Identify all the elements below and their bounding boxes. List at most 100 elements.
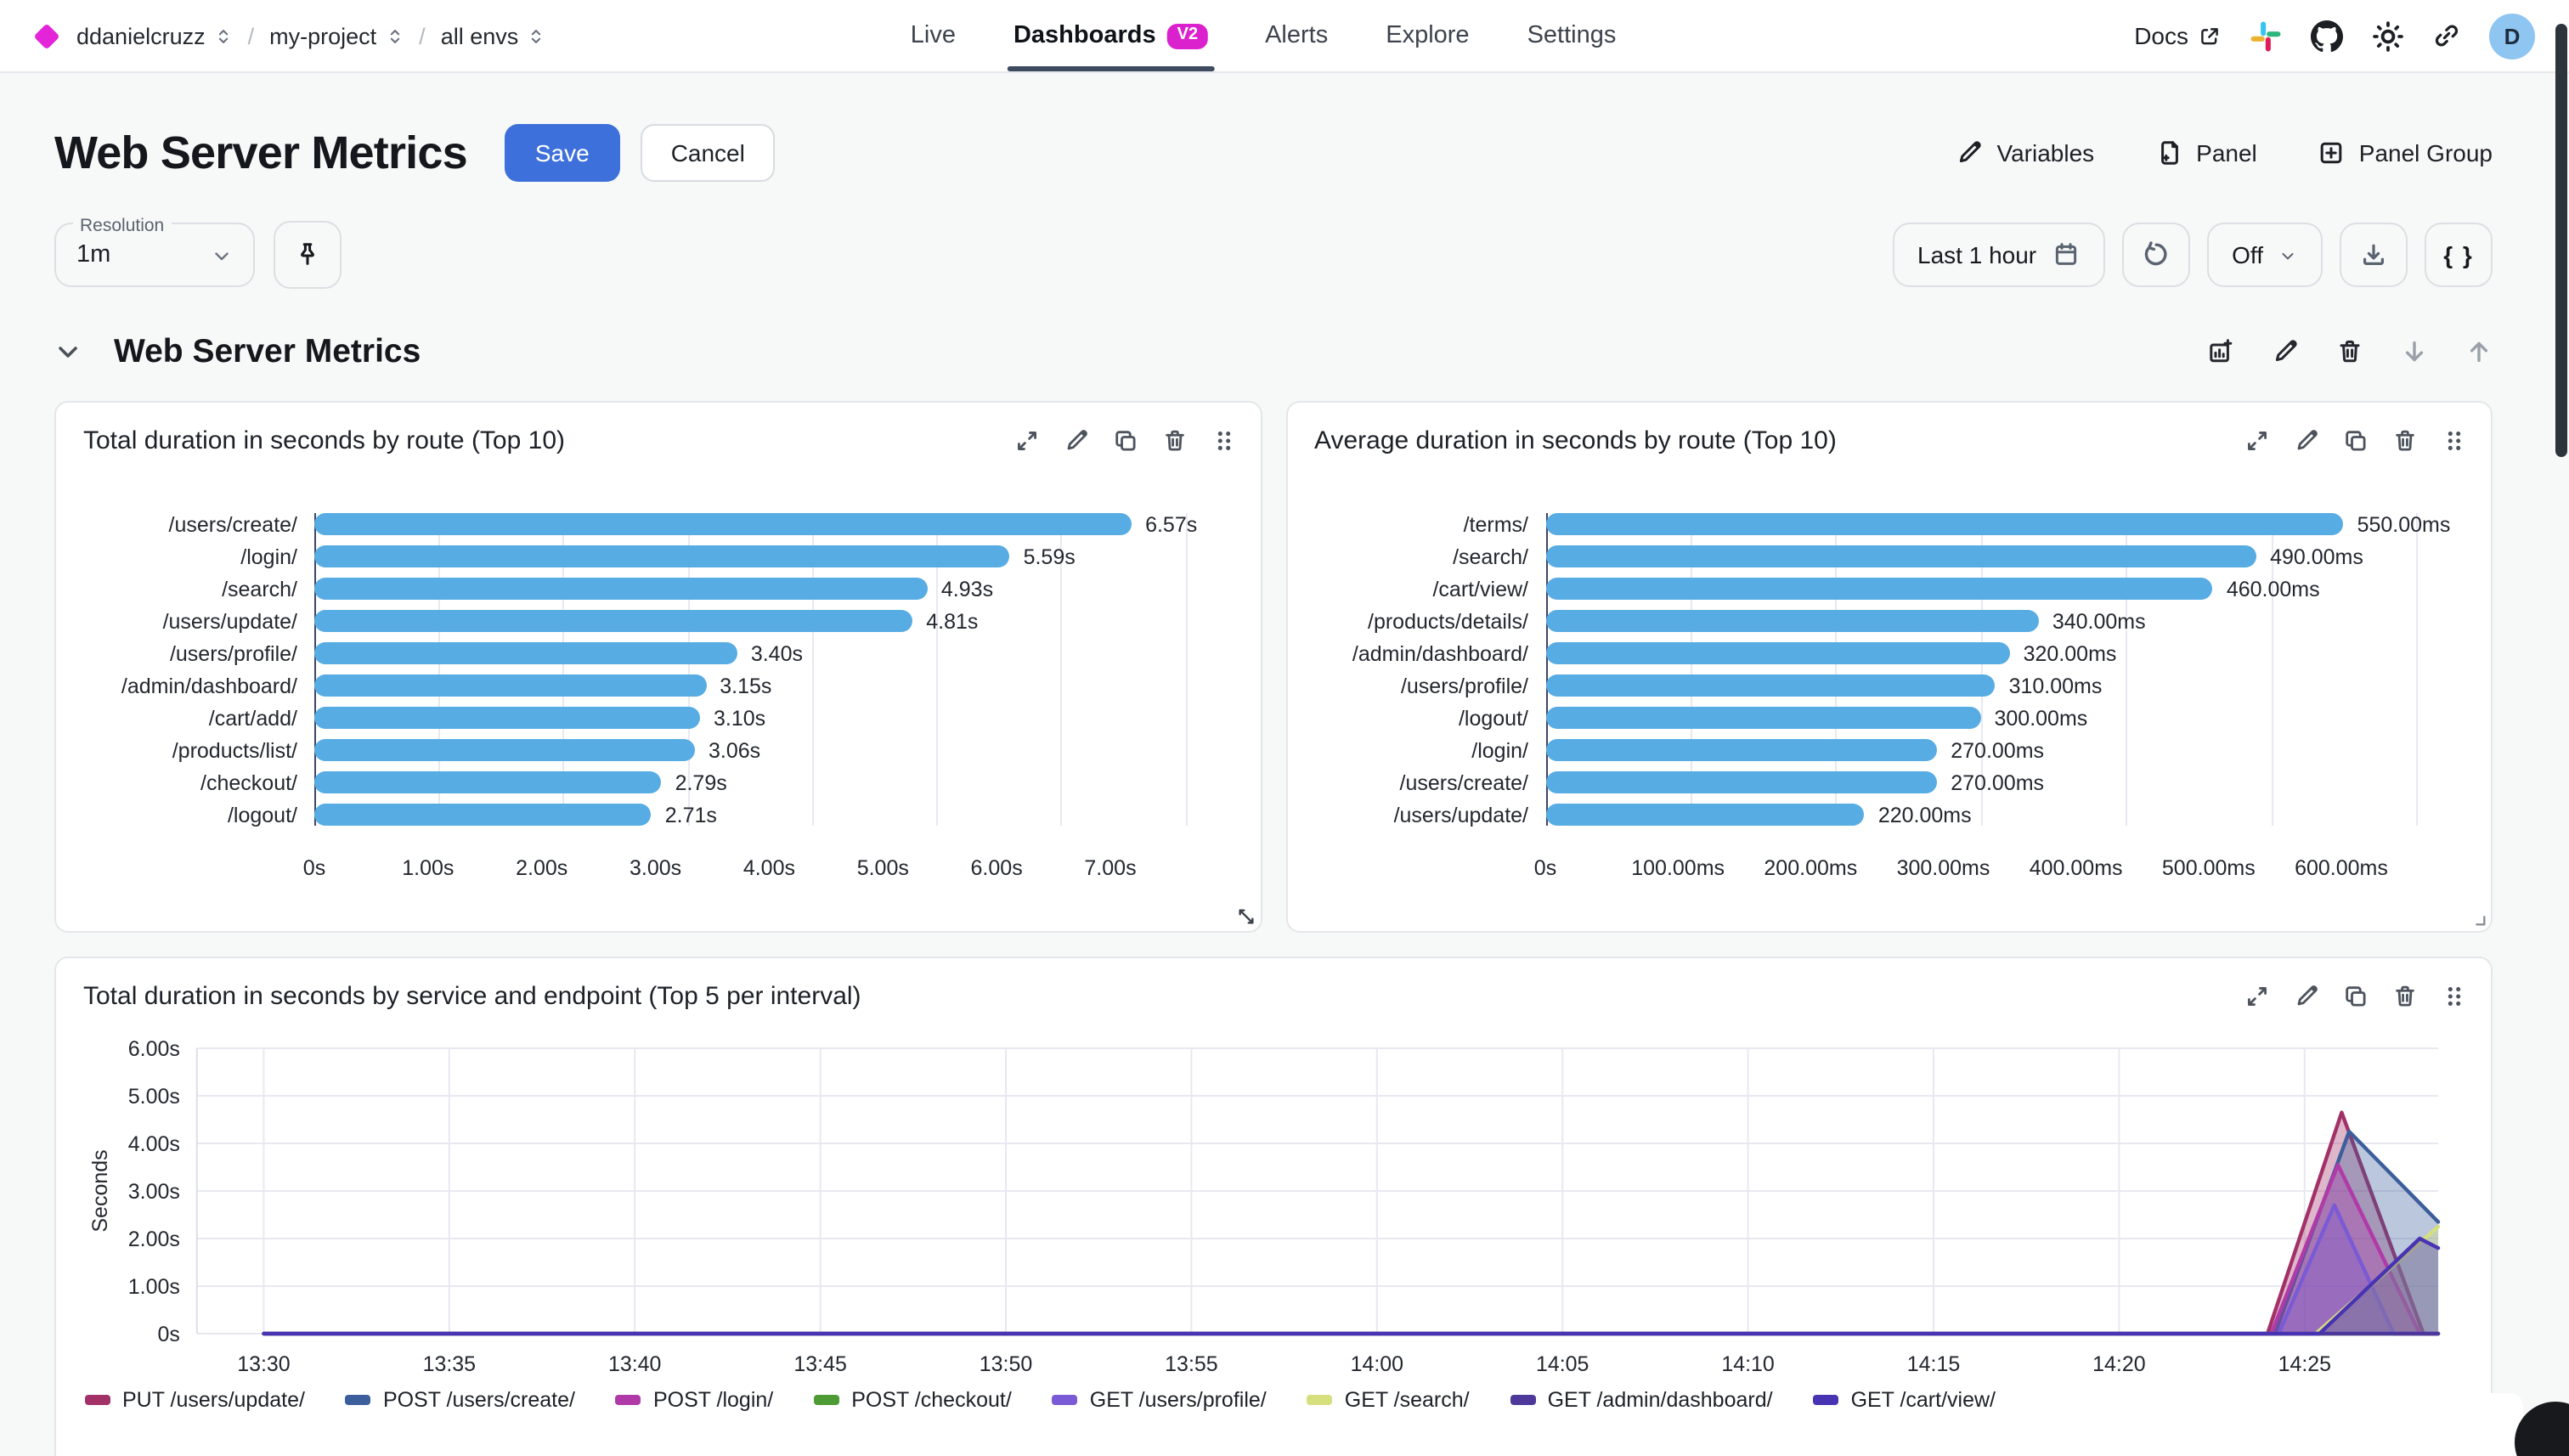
legend-swatch — [85, 1394, 110, 1406]
duplicate-icon[interactable] — [2343, 984, 2369, 1009]
duplicate-icon[interactable] — [1112, 428, 1138, 454]
bar-category-label: /admin/dashboard/ — [1352, 641, 1528, 666]
edit-icon[interactable] — [2294, 984, 2319, 1009]
edit-icon[interactable] — [2272, 338, 2299, 365]
bar — [314, 642, 737, 665]
slack-icon[interactable] — [2250, 20, 2282, 52]
panel-corner-mark[interactable] — [2467, 907, 2489, 929]
x-tick-label: 5.00s — [856, 856, 909, 881]
x-tick-label: 0s — [1533, 856, 1557, 881]
theme-sun-icon[interactable] — [2372, 20, 2404, 52]
refresh-button[interactable] — [2121, 223, 2190, 288]
bar-value-label: 310.00ms — [2008, 674, 2103, 698]
expand-icon[interactable] — [2244, 428, 2270, 454]
bar-category-label: /products/details/ — [1368, 609, 1528, 634]
bar-track: 270.00ms — [1545, 770, 2416, 794]
collapse-chevron-icon[interactable] — [54, 338, 82, 365]
legend-item[interactable]: GET /cart/view/ — [1813, 1388, 1996, 1412]
time-range-button[interactable]: Last 1 hour — [1892, 223, 2105, 288]
docs-label: Docs — [2134, 22, 2188, 49]
edit-icon[interactable] — [1063, 428, 1088, 454]
bar-category-label: /search/ — [222, 577, 297, 601]
add-chart-icon[interactable] — [2207, 338, 2234, 365]
breadcrumb-org-label: ddanielcruzz — [76, 23, 206, 48]
tab-live[interactable]: Live — [911, 0, 956, 71]
bar-row: /logout/ 2.71s — [73, 803, 1185, 827]
json-button[interactable]: { } — [2425, 223, 2493, 288]
tab-explore[interactable]: Explore — [1386, 0, 1469, 71]
legend-item[interactable]: PUT /users/update/ — [85, 1388, 305, 1412]
drag-handle-icon[interactable] — [2442, 984, 2467, 1009]
legend-item[interactable]: GET /admin/dashboard/ — [1510, 1388, 1773, 1412]
legend-item[interactable]: GET /search/ — [1307, 1388, 1470, 1412]
tab-label: Alerts — [1265, 22, 1329, 49]
expand-icon[interactable] — [2244, 984, 2270, 1009]
drag-handle-icon[interactable] — [2442, 428, 2467, 454]
expand-icon[interactable] — [1013, 428, 1039, 454]
bar-track: 3.10s — [314, 706, 1185, 730]
avatar[interactable]: D — [2489, 13, 2535, 59]
add-panel-group-button[interactable]: Panel Group — [2318, 139, 2493, 166]
move-down-icon[interactable] — [2401, 338, 2428, 365]
legend-label: POST /checkout/ — [851, 1388, 1012, 1413]
add-panel-button[interactable]: Panel — [2155, 139, 2257, 166]
cancel-button[interactable]: Cancel — [640, 124, 776, 183]
download-button[interactable] — [2340, 223, 2408, 288]
auto-refresh-select[interactable]: Off — [2206, 223, 2323, 288]
svg-text:13:50: 13:50 — [980, 1352, 1032, 1376]
move-up-icon[interactable] — [2465, 338, 2493, 365]
x-tick-label: 600.00ms — [2295, 856, 2388, 881]
bar-value-label: 2.71s — [664, 803, 717, 827]
breadcrumb-project[interactable]: my-project — [269, 23, 404, 48]
edit-icon[interactable] — [2294, 428, 2319, 454]
brand-logo-icon[interactable] — [33, 22, 60, 49]
bar-row: /products/list/ 3.06s — [73, 738, 1185, 763]
bar-row: /terms/ 550.00ms — [1304, 512, 2451, 536]
legend-item[interactable]: GET /users/profile/ — [1052, 1388, 1267, 1412]
docs-link[interactable]: Docs — [2134, 22, 2221, 49]
tab-dashboards[interactable]: Dashboards V2 — [1006, 0, 1215, 71]
drag-handle-icon[interactable] — [1211, 428, 1236, 454]
tab-label: Explore — [1386, 22, 1470, 49]
x-tick-label: 2.00s — [516, 856, 568, 881]
svg-text:Seconds: Seconds — [88, 1150, 112, 1233]
delete-icon[interactable] — [1161, 428, 1187, 454]
delete-icon[interactable] — [2392, 984, 2418, 1009]
plus-square-icon — [2318, 139, 2346, 166]
breadcrumb-org[interactable]: ddanielcruzz — [76, 23, 233, 48]
bar-category-label: /products/list/ — [172, 738, 297, 763]
pin-button[interactable] — [274, 221, 342, 290]
bar — [1545, 578, 2213, 601]
tab-alerts[interactable]: Alerts — [1265, 0, 1328, 71]
breadcrumb-env[interactable]: all envs — [441, 23, 546, 48]
bar-value-label: 220.00ms — [1877, 803, 1972, 827]
bar-track: 4.81s — [314, 609, 1185, 633]
legend-item[interactable]: POST /users/create/ — [345, 1388, 575, 1412]
panel-resize-handle[interactable] — [1234, 906, 1256, 928]
delete-icon[interactable] — [2336, 338, 2363, 365]
page-scrollbar-thumb[interactable] — [2555, 24, 2567, 457]
bar-category-label: /users/profile/ — [1400, 674, 1528, 698]
legend-item[interactable]: POST /checkout/ — [814, 1388, 1012, 1412]
share-link-icon[interactable] — [2433, 22, 2460, 49]
main-tabs: Live Dashboards V2 Alerts Explore Settin… — [911, 0, 1617, 71]
panel-header: Total duration in seconds by route (Top … — [56, 403, 1260, 455]
duplicate-icon[interactable] — [2343, 428, 2369, 454]
bar-category-label: /logout/ — [1458, 706, 1528, 731]
tab-settings[interactable]: Settings — [1527, 0, 1617, 71]
bar — [1545, 804, 1865, 827]
panel-header: Average duration in seconds by route (To… — [1287, 403, 2491, 455]
chevron-down-icon — [211, 244, 233, 266]
github-icon[interactable] — [2311, 20, 2343, 52]
legend-item[interactable]: POST /login/ — [615, 1388, 773, 1412]
bar-track: 460.00ms — [1545, 577, 2416, 601]
braces-label: { } — [2443, 241, 2474, 269]
save-button[interactable]: Save — [504, 124, 620, 183]
bar-value-label: 460.00ms — [2226, 577, 2320, 601]
resolution-select[interactable]: Resolution 1m — [54, 216, 255, 288]
chevron-updown-icon — [527, 26, 545, 45]
bar-category-label: /users/create/ — [168, 512, 297, 537]
delete-icon[interactable] — [2392, 428, 2418, 454]
variables-button[interactable]: Variables — [1956, 139, 2094, 166]
chevron-updown-icon — [214, 26, 233, 45]
